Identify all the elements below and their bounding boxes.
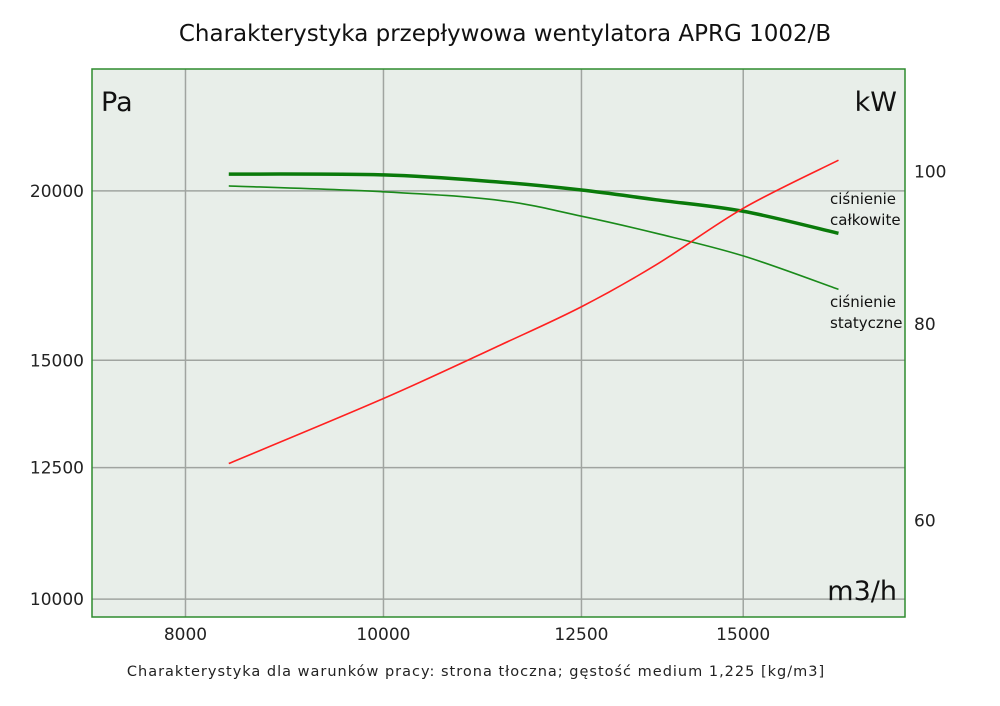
chart-title: Charakterystyka przepływowa wentylatora … <box>179 21 831 47</box>
x-tick-label: 8000 <box>164 625 207 645</box>
y-tick-label: 12500 <box>30 459 84 479</box>
series-label: ciśnienie <box>830 293 896 311</box>
y-tick-label: 20000 <box>30 182 84 202</box>
series-total-pressure <box>228 172 839 236</box>
x-tick-label: 15000 <box>716 625 770 645</box>
y-tick-label: 15000 <box>30 351 84 371</box>
chart-footnote: Charakterystyka dla warunków pracy: stro… <box>127 664 825 680</box>
series-static-pressure <box>228 185 839 291</box>
y2-tick-label: 100 <box>914 162 946 182</box>
y-tick-label: 10000 <box>30 590 84 610</box>
y2-axis-label: kW <box>855 87 897 118</box>
y2-tick-label: 60 <box>914 511 936 531</box>
x-tick-label: 10000 <box>356 625 410 645</box>
series-label: ciśnienie <box>830 190 896 208</box>
series-power <box>228 159 839 465</box>
x-tick-label: 12500 <box>554 625 608 645</box>
y-axis-label: Pa <box>101 87 133 118</box>
series-label: statyczne <box>830 314 903 332</box>
x-axis-label: m3/h <box>827 576 897 607</box>
series-label: całkowite <box>830 211 901 229</box>
plot-area <box>92 69 905 617</box>
y2-tick-label: 80 <box>914 315 936 335</box>
plot-frame <box>91 68 906 618</box>
